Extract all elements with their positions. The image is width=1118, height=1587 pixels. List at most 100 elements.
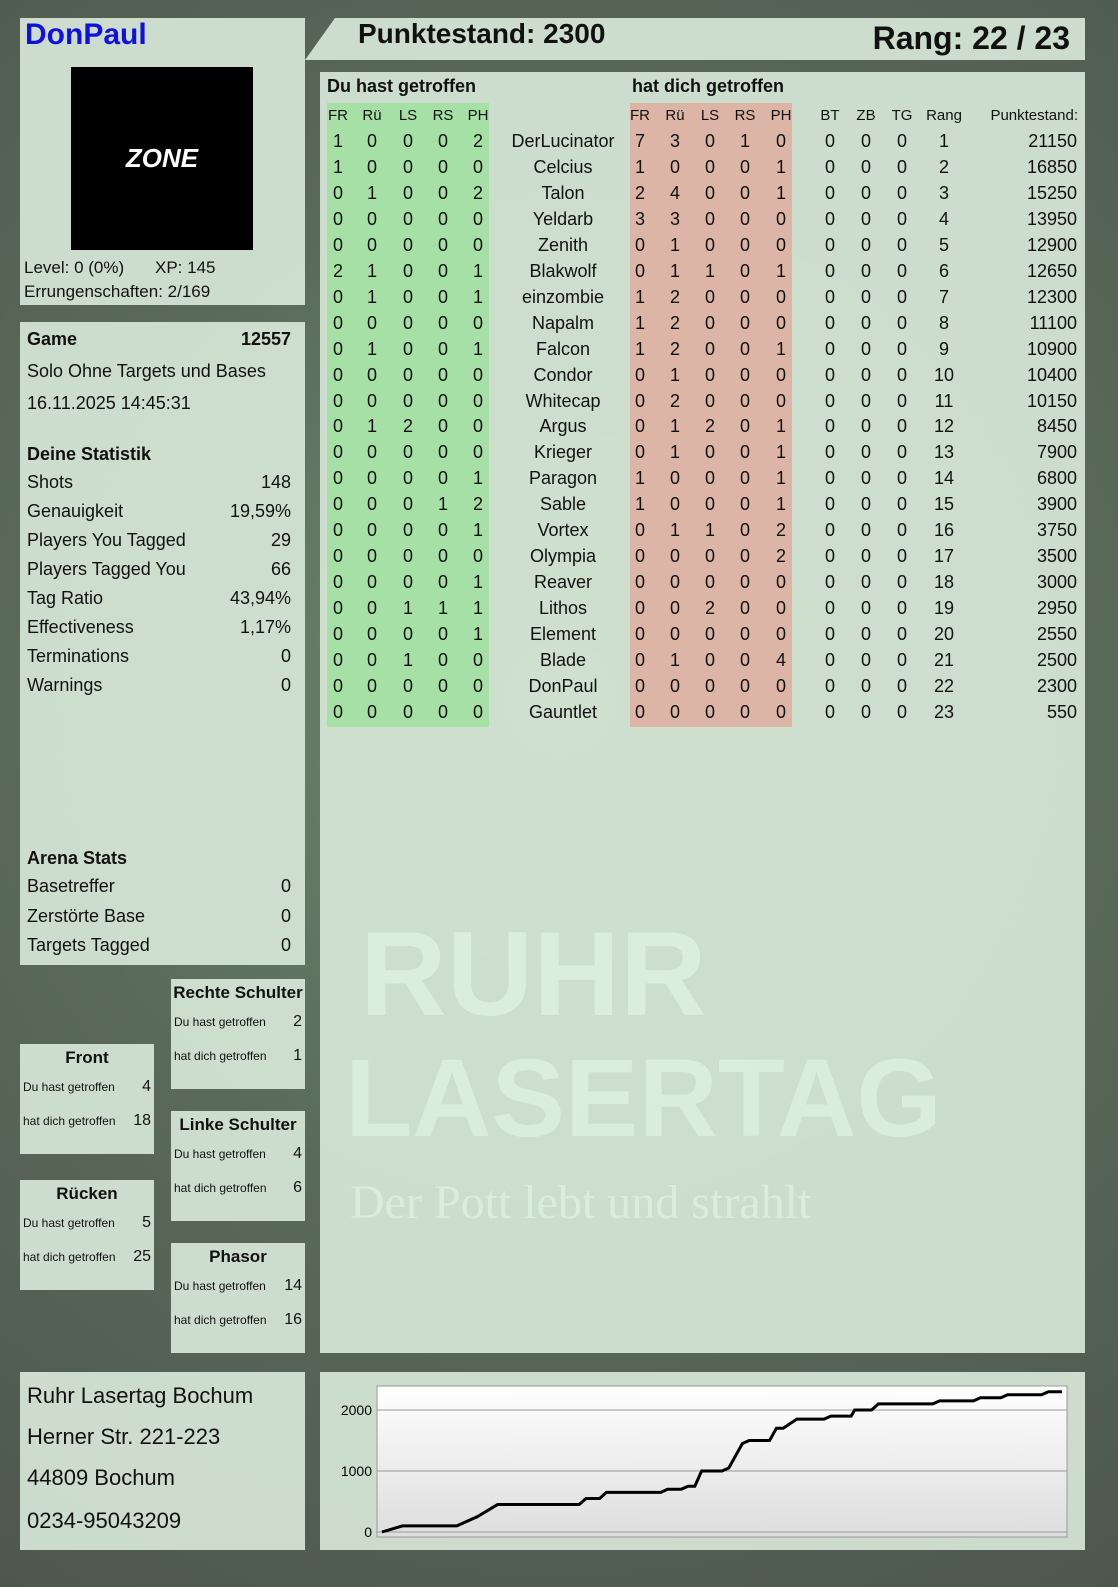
hit-you-cell: 0: [739, 312, 750, 333]
you-hit-cell: 0: [402, 546, 413, 567]
hit-you-cell: 0: [739, 416, 750, 437]
stat-row: Terminations 0: [27, 646, 291, 667]
hitzone-you-row: Du hast getroffen 5: [23, 1214, 151, 1232]
hit-you-cell: 1: [775, 442, 786, 463]
stat-value: 0: [280, 675, 291, 695]
arena-label: Zerstörte Base: [27, 905, 146, 926]
stat-value: 1,17%: [239, 617, 291, 637]
rank-cell: 21: [933, 650, 955, 670]
value: 6: [293, 1179, 302, 1196]
you-hit-cell: 0: [366, 598, 377, 619]
you-hit-cell: 0: [472, 650, 483, 670]
hit-you-cell: 1: [669, 364, 680, 385]
hit-you-cell: 0: [775, 624, 786, 645]
bt-cell: 0: [824, 598, 835, 619]
bt-cell: 0: [824, 624, 835, 645]
hitzone-box: Front Du hast getroffen 4 hat dich getroffe…: [20, 1044, 154, 1154]
zb-cell: 0: [860, 468, 871, 489]
header-bar: [305, 18, 1085, 60]
score-title: Punktestand: 2300: [358, 18, 606, 49]
label: hat dich getroffen: [174, 1181, 267, 1195]
game-datetime: 16.11.2025 14:45:31: [27, 393, 191, 413]
rank-cell: 19: [933, 598, 955, 619]
hit-you-cell: 0: [739, 260, 750, 281]
you-hit-cell: 0: [366, 364, 377, 385]
hit-you-cell: 0: [704, 701, 715, 722]
player-name-cell: Vortex: [537, 520, 589, 541]
you-hit-cell: 0: [332, 416, 343, 437]
stat-value: 29: [270, 530, 291, 550]
score-cell: 6800: [1036, 468, 1077, 489]
arena-value: 0: [280, 905, 291, 926]
you-hit-cell: 0: [332, 598, 343, 619]
bt-cell: 0: [824, 442, 835, 463]
hit-you-cell: 1: [669, 234, 680, 255]
score-cell: 10400: [1026, 364, 1077, 385]
hit-you-cell: 0: [634, 390, 645, 411]
you-hit-cell: 1: [472, 260, 483, 281]
hit-you-cell: 0: [739, 442, 750, 463]
you-hit-cell: 0: [366, 312, 377, 333]
bt-cell: 0: [824, 650, 835, 670]
hit-you-cell: 0: [669, 624, 680, 645]
hit-you-cell: 0: [775, 312, 786, 333]
you-hit-cell: 0: [402, 520, 413, 541]
hit-you-cell: 0: [775, 234, 786, 255]
hit-you-cell: 2: [634, 182, 645, 203]
hit-you-cell: 1: [634, 468, 645, 489]
hitzone-box: Rechte Schulter Du hast getroffen 2 hat dic…: [171, 979, 305, 1089]
hit-you-cell: 1: [775, 494, 786, 515]
you-hit-cell: 0: [402, 286, 413, 307]
achievements-text: Errungenschaften: 2/169: [24, 282, 211, 301]
you-hit-cell: 1: [437, 494, 448, 515]
hit-you-cell: 0: [739, 520, 750, 541]
value: 16: [284, 1311, 302, 1328]
you-hit-cell: 0: [472, 156, 483, 177]
zb-cell: 0: [860, 131, 871, 151]
zb-cell: 0: [860, 390, 871, 411]
hit-you-cell: 0: [634, 650, 645, 670]
hit-you-cell: 0: [739, 156, 750, 177]
zb-cell: 0: [860, 234, 871, 255]
hit-you-cell: 0: [634, 520, 645, 541]
label: Du hast getroffen: [23, 1080, 115, 1094]
hit-you-cell: 0: [775, 390, 786, 411]
plot-area: [376, 1385, 1068, 1538]
hit-you-cell: 0: [634, 442, 645, 463]
stat-label: Shots: [27, 472, 74, 492]
you-hit-cell: 0: [437, 442, 448, 463]
bt-cell: 0: [824, 520, 835, 541]
player-name-cell: Argus: [539, 416, 587, 437]
hit-you-cell: 1: [669, 260, 680, 281]
tg-cell: 0: [896, 442, 907, 463]
you-hit-cell: 1: [332, 156, 343, 177]
score-cell: 2300: [1036, 675, 1077, 696]
hit-you-cell: 0: [704, 546, 715, 567]
col-header: FR: [630, 107, 650, 124]
you-hit-cell: 0: [437, 650, 448, 670]
hit-you-cell: 1: [739, 131, 750, 151]
hit-you-cell: 0: [669, 546, 680, 567]
value: 4: [293, 1145, 302, 1162]
you-hit-cell: 0: [366, 494, 377, 515]
score-cell: 2550: [1036, 624, 1077, 645]
you-hit-cell: 0: [437, 546, 448, 567]
you-hit-cell: 0: [472, 546, 483, 567]
zb-cell: 0: [860, 416, 871, 437]
you-hit-cell: 0: [366, 624, 377, 645]
you-hit-cell: 0: [332, 338, 343, 359]
hit-you-cell: 0: [739, 650, 750, 670]
score-cell: 2950: [1036, 598, 1077, 619]
score-cell: 3000: [1036, 572, 1077, 593]
hit-you-cell: 0: [739, 364, 750, 385]
tg-cell: 0: [896, 390, 907, 411]
you-hit-cell: 1: [332, 131, 343, 151]
tg-cell: 0: [896, 156, 907, 177]
you-hit-cell: 0: [332, 675, 343, 696]
hit-you-cell: 0: [775, 364, 786, 385]
stat-row: Genauigkeit 19,59%: [27, 501, 291, 522]
stat-value: 0: [280, 646, 291, 666]
you-hit-cell: 0: [437, 364, 448, 385]
rank-cell: 3: [938, 182, 949, 203]
player-name-cell: Krieger: [533, 442, 593, 463]
